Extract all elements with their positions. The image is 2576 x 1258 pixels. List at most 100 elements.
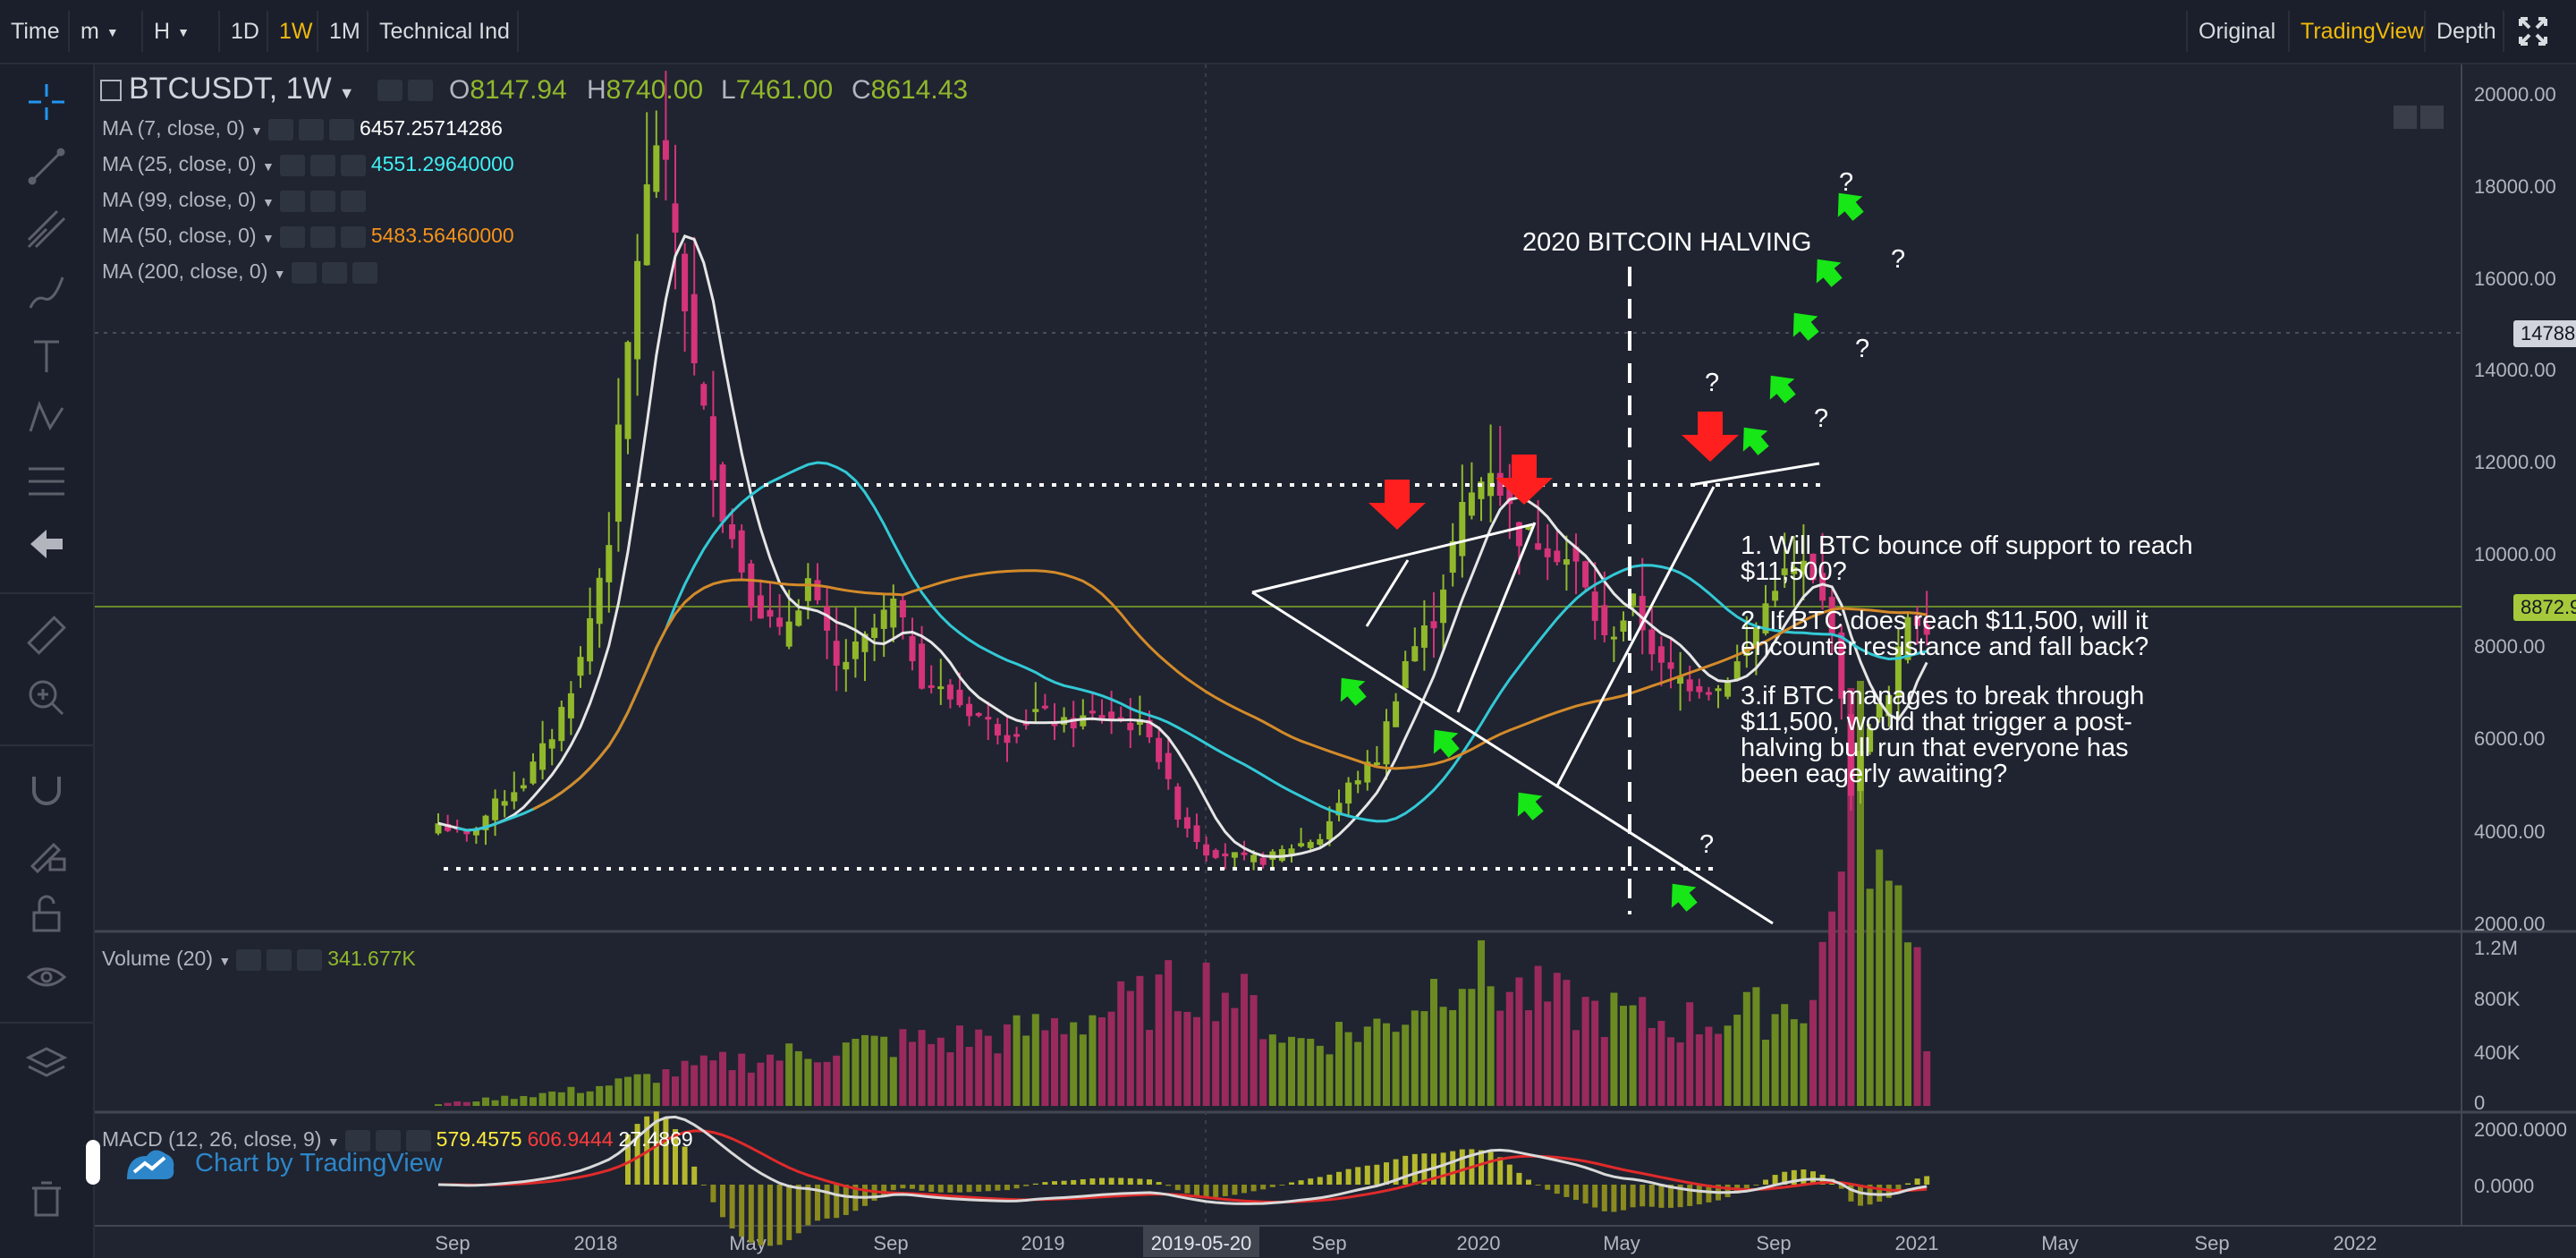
price-tick: 20000.00: [2474, 83, 2556, 106]
fullscreen-button[interactable]: [2503, 11, 2576, 52]
eye-icon[interactable]: [279, 154, 305, 176]
volume-bar: [842, 1042, 850, 1106]
candle-body: [1335, 803, 1343, 816]
candle-body: [1127, 722, 1134, 731]
macd-bar: [976, 1185, 982, 1192]
lock-drawing-icon[interactable]: [23, 829, 70, 875]
volume-bar: [1591, 1000, 1599, 1106]
fib-retracement-icon[interactable]: [23, 458, 70, 505]
volume-bar: [1515, 977, 1523, 1106]
candle-body: [709, 416, 716, 480]
trend-line-icon[interactable]: [23, 143, 70, 190]
candle-body: [1364, 761, 1371, 783]
minute-dropdown[interactable]: m ▼: [68, 11, 141, 52]
eye-icon[interactable]: [291, 261, 317, 284]
toolbar-divider: [0, 1022, 93, 1024]
volume-bar: [699, 1055, 708, 1106]
layers-icon[interactable]: [23, 1040, 70, 1086]
brush-icon[interactable]: [23, 268, 70, 315]
pattern-icon[interactable]: [23, 395, 70, 442]
eye-icon[interactable]: [23, 954, 70, 1000]
legend-macd[interactable]: MACD (12, 26, close, 9) ▼ 579.4575 606.944…: [102, 1127, 693, 1152]
tradingview-view-button[interactable]: TradingView: [2288, 11, 2424, 52]
magnet-icon[interactable]: [23, 766, 70, 812]
eye-icon[interactable]: [344, 1129, 370, 1152]
close-icon[interactable]: [340, 154, 366, 176]
candle-body: [624, 342, 631, 439]
macd-bar: [1099, 1177, 1105, 1185]
close-icon[interactable]: [340, 190, 366, 212]
tradingview-branding[interactable]: Chart by TradingView: [86, 1135, 462, 1197]
pane-maximize-button[interactable]: [2420, 106, 2444, 129]
collapse-handle[interactable]: [86, 1140, 100, 1185]
eye-icon[interactable]: [236, 948, 262, 971]
ruler-icon[interactable]: [23, 612, 70, 659]
volume-bar: [520, 1095, 528, 1106]
legend-ma25[interactable]: MA (25, close, 0) ▼ 4551.29640000: [102, 152, 514, 176]
symbol-title[interactable]: BTCUSDT, 1W ▼: [100, 72, 433, 106]
original-view-button[interactable]: Original: [2186, 11, 2288, 52]
interval-1m-button[interactable]: 1M: [317, 11, 367, 52]
gear-icon[interactable]: [375, 1129, 401, 1152]
gear-icon[interactable]: [267, 948, 292, 971]
candle-body: [1136, 718, 1143, 725]
hour-dropdown[interactable]: H ▼: [141, 11, 218, 52]
legend-volume[interactable]: Volume (20) ▼ 341.677K: [102, 947, 416, 971]
interval-1d-button[interactable]: 1D: [218, 11, 267, 52]
gear-icon[interactable]: [309, 190, 335, 212]
volume-bar: [510, 1099, 518, 1106]
candle-body: [435, 823, 442, 834]
macd-value: 579.4575: [436, 1127, 522, 1151]
interval-1w-button[interactable]: 1W: [267, 11, 317, 52]
close-icon[interactable]: [297, 948, 323, 971]
parallel-channel-icon[interactable]: [23, 206, 70, 252]
time-button[interactable]: Time: [0, 11, 68, 52]
gear-icon[interactable]: [299, 118, 325, 140]
back-arrow-icon[interactable]: [23, 521, 70, 567]
close-icon[interactable]: [340, 225, 366, 248]
macd-bar: [881, 1185, 887, 1195]
text-icon[interactable]: [23, 333, 70, 379]
gear-icon[interactable]: [309, 225, 335, 248]
eye-icon[interactable]: [279, 190, 305, 212]
macd-bar: [1630, 1185, 1636, 1208]
gear-icon[interactable]: [309, 154, 335, 176]
volume-bar: [1193, 1016, 1200, 1106]
crosshair-icon[interactable]: [23, 79, 70, 125]
minimize-icon[interactable]: [100, 80, 122, 102]
gear-icon[interactable]: [321, 261, 347, 284]
candle-body: [804, 578, 811, 601]
candle-body: [785, 621, 792, 647]
candle-body: [1108, 711, 1115, 722]
close-icon[interactable]: [329, 118, 355, 140]
candle-body: [1146, 719, 1153, 738]
macd-bar: [795, 1185, 801, 1234]
unlock-icon[interactable]: [23, 891, 70, 938]
candle-body: [1468, 492, 1475, 516]
volume-bar: [1648, 1028, 1656, 1106]
trash-icon[interactable]: [23, 1174, 70, 1220]
gear-icon[interactable]: [407, 80, 433, 102]
eye-icon[interactable]: [279, 225, 305, 248]
candle-body: [1051, 722, 1058, 727]
zoom-in-icon[interactable]: [23, 675, 70, 721]
eye-icon[interactable]: [377, 80, 402, 102]
time-tick: Sep: [873, 1232, 908, 1254]
macd-bar: [1848, 1185, 1854, 1202]
legend-ma200[interactable]: MA (200, close, 0) ▼: [102, 259, 377, 284]
close-icon[interactable]: [352, 261, 377, 284]
technical-indicators-button[interactable]: Technical Ind: [367, 11, 519, 52]
macd-bar: [1004, 1185, 1010, 1191]
time-tick: Sep: [2194, 1232, 2229, 1254]
macd-bar: [1801, 1169, 1807, 1185]
eye-icon[interactable]: [268, 118, 294, 140]
close-icon[interactable]: [405, 1129, 431, 1152]
pane-down-button[interactable]: [2394, 106, 2417, 129]
depth-view-button[interactable]: Depth: [2424, 11, 2503, 52]
candle-body: [1383, 721, 1390, 765]
macd-bar: [1421, 1153, 1428, 1185]
legend-ma50[interactable]: MA (50, close, 0) ▼ 5483.56460000: [102, 224, 514, 248]
legend-ma7[interactable]: MA (7, close, 0) ▼ 6457.25714286: [102, 116, 503, 140]
legend-ma99[interactable]: MA (99, close, 0) ▼: [102, 188, 366, 212]
